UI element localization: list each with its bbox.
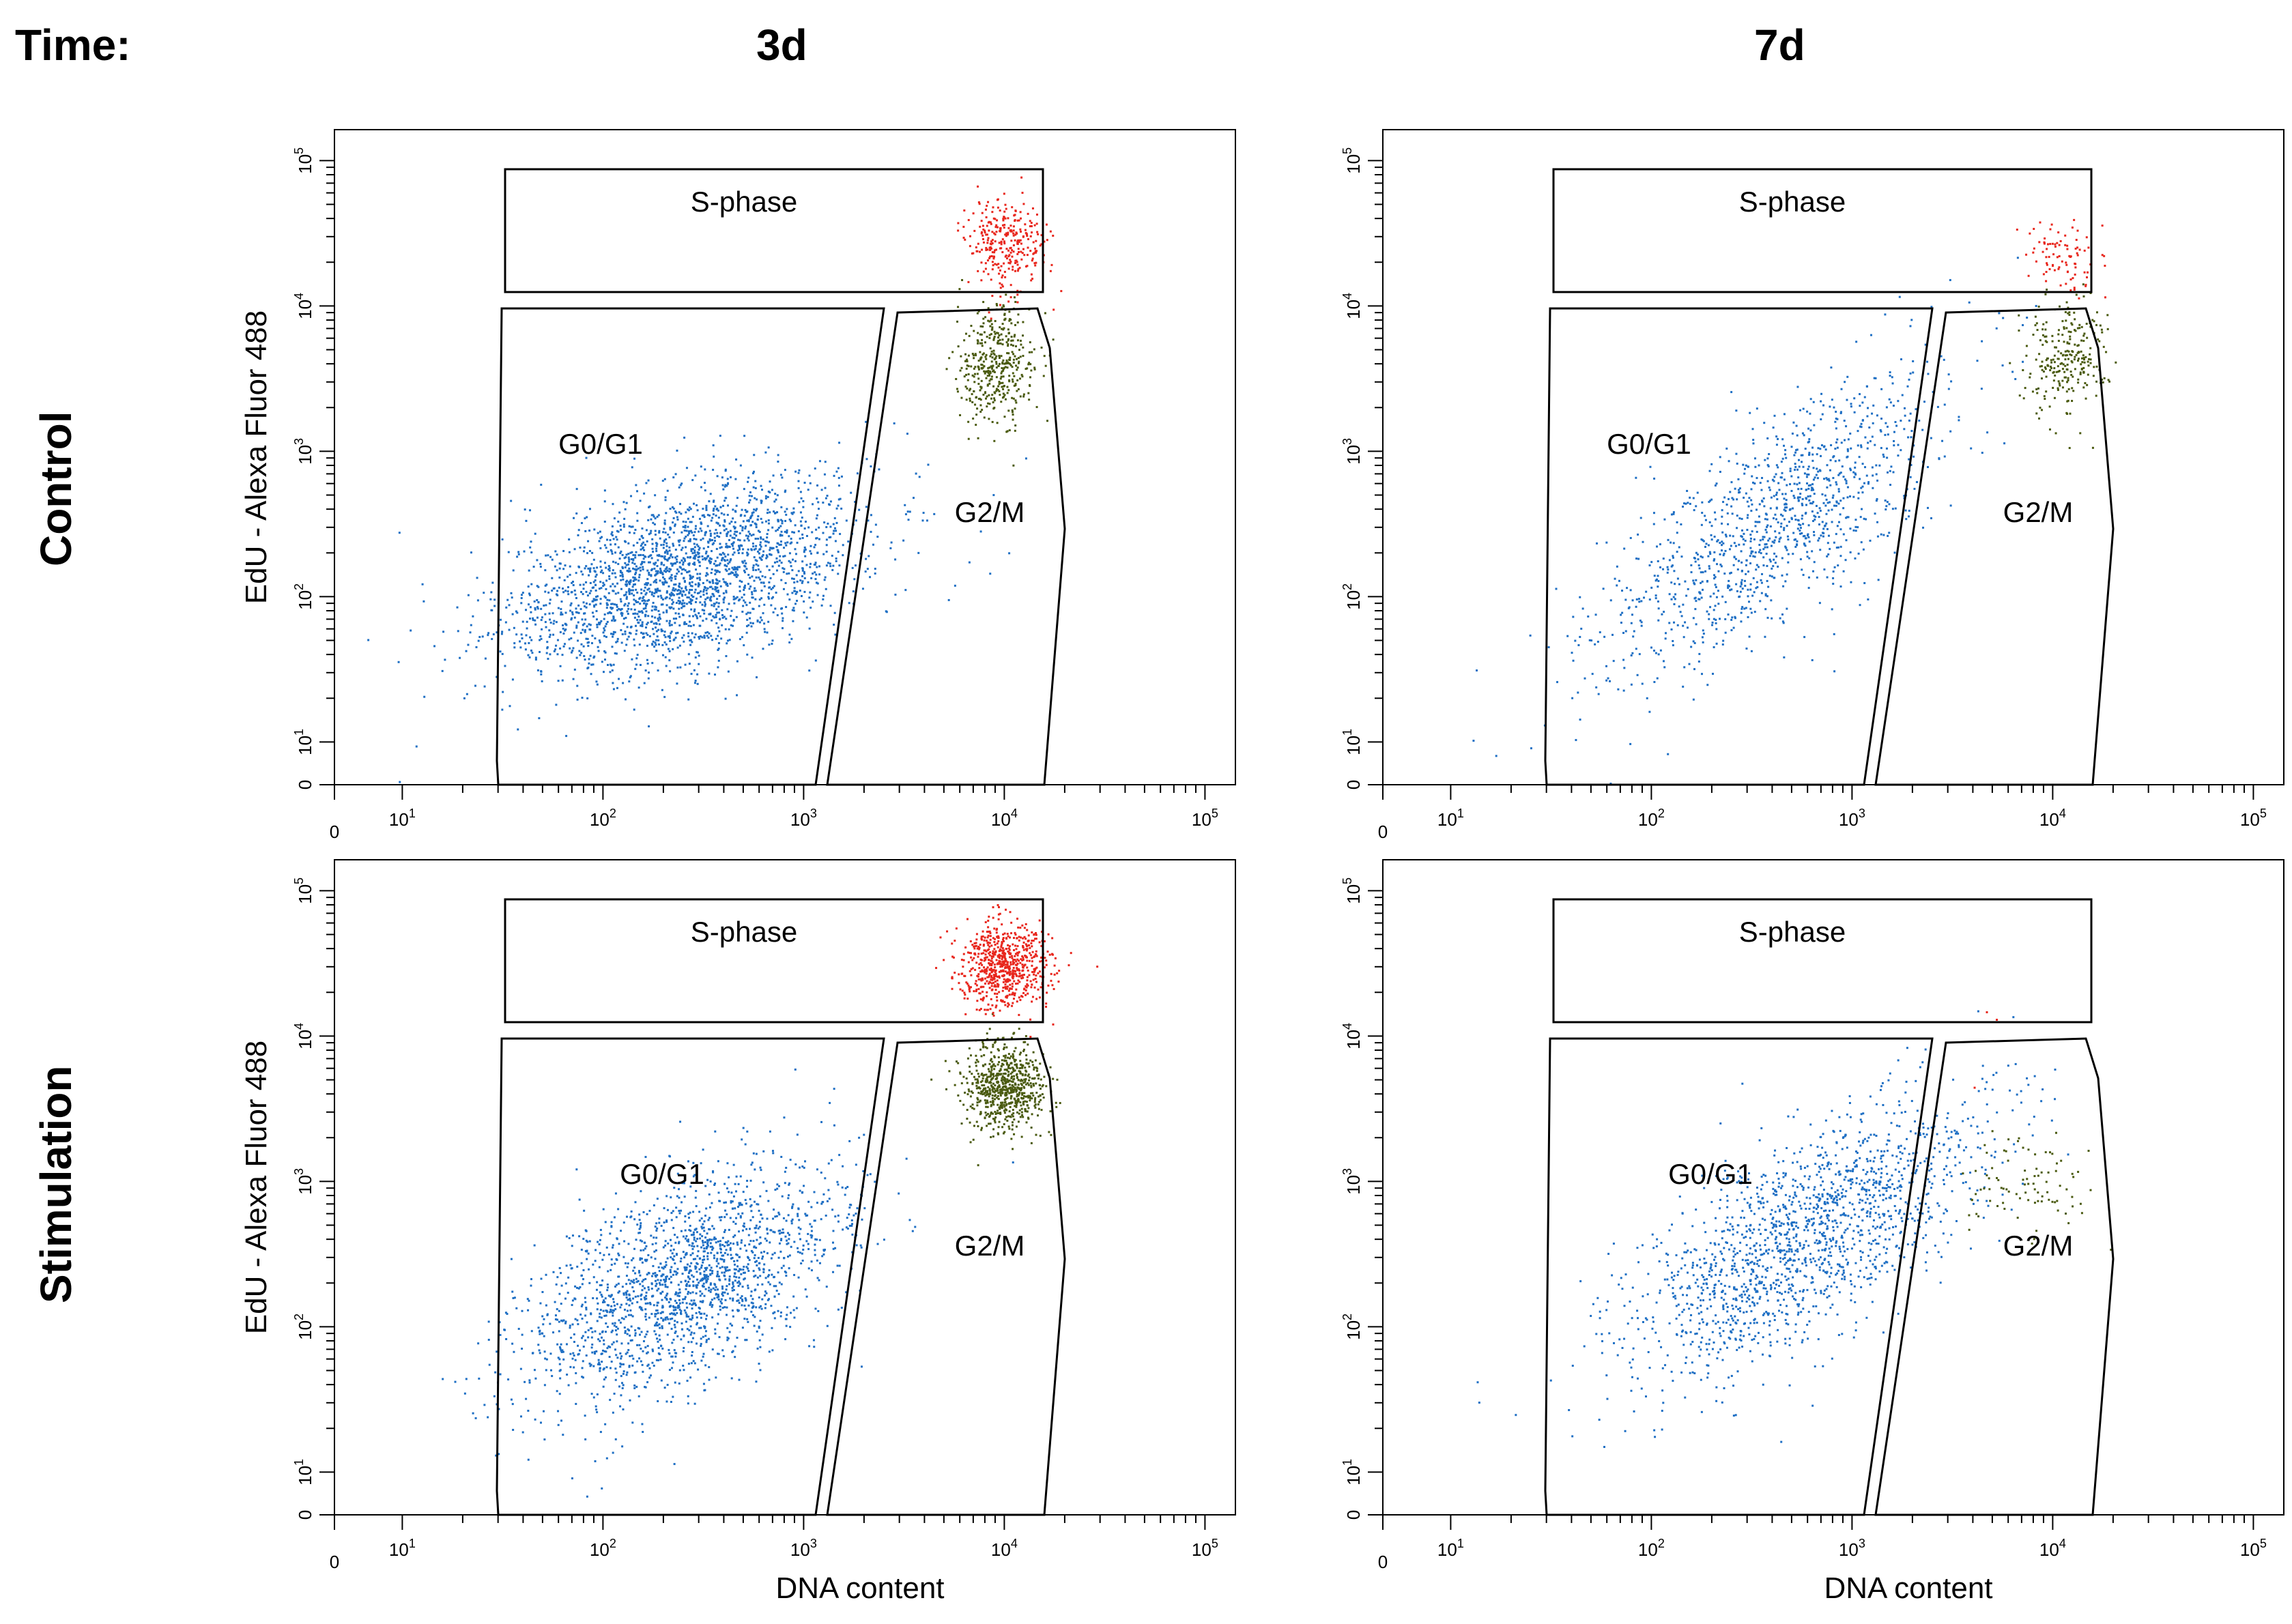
population-g0-g1 (1472, 257, 2037, 785)
gate-g2m (1876, 1039, 2113, 1515)
y-tick-label: 103 (292, 438, 315, 465)
y-axis (1368, 890, 1383, 1515)
plot-stimulation-7d: 0 101 102 103 104 105 0 101 102 103 104 105 DNA cont… (1048, 730, 2292, 1624)
gate-label-g2m: G2/M (2003, 496, 2074, 528)
y-tick-label: 103 (1341, 1168, 1364, 1195)
x-tick-label: 102 (1638, 1537, 1665, 1560)
gate-label-g2m: G2/M (2003, 1230, 2074, 1262)
x-tick-label: 104 (991, 1537, 1018, 1560)
y-tick-label: 105 (292, 147, 315, 174)
gate-label-g0g1: G0/G1 (558, 428, 643, 460)
gate-label-s-phase: S-phase (1739, 916, 1846, 948)
gate-label-s-phase: S-phase (691, 186, 797, 218)
y-tick-label: 104 (1341, 293, 1364, 319)
gate-label-g2m: G2/M (955, 496, 1025, 528)
x-tick-label: 103 (1839, 1537, 1865, 1560)
gate-label-s-phase: S-phase (1739, 186, 1846, 218)
x-tick-label: 104 (2039, 1537, 2066, 1560)
gate-g0g1 (1545, 308, 1932, 785)
x-tick-label: 101 (389, 1537, 416, 1560)
y-tick-label: 104 (1341, 1023, 1364, 1049)
population-g0-g1 (1476, 1011, 2069, 1448)
gate-label-g0g1: G0/G1 (1668, 1158, 1753, 1190)
gate-g2m (827, 1039, 1065, 1515)
y-tick-label: 105 (1341, 878, 1364, 904)
gate-label-g0g1: G0/G1 (1607, 428, 1691, 460)
y-axis-label: EdU - Alexa Fluor 488 (240, 1041, 273, 1334)
y-tick-label: 102 (292, 583, 315, 610)
y-axis-label: EdU - Alexa Fluor 488 (240, 310, 273, 604)
gate-label-s-phase: S-phase (691, 916, 797, 948)
gate-g2m (827, 308, 1065, 785)
x-tick-label: 0 (330, 1552, 339, 1572)
x-axis-label: DNA content (775, 1571, 944, 1605)
scatter-points (442, 904, 1098, 1498)
x-tick-label: 0 (1378, 1552, 1388, 1572)
y-tick-label: 103 (292, 1168, 315, 1195)
plot-frame (1383, 860, 2284, 1515)
y-tick-label: 104 (292, 293, 315, 319)
y-tick-label: 101 (1341, 1459, 1364, 1485)
y-axis (319, 890, 334, 1515)
population-g2-m (946, 279, 1055, 467)
x-tick-label: 101 (1437, 1537, 1464, 1560)
y-tick-label: 104 (292, 1023, 315, 1049)
y-tick-label: 101 (292, 1459, 315, 1485)
gate-g0g1 (497, 308, 884, 785)
y-axis (1368, 160, 1383, 785)
y-tick-label: 103 (1341, 438, 1364, 465)
x-axis (1383, 1515, 2253, 1530)
gates (497, 169, 1065, 785)
gates (497, 899, 1065, 1515)
y-tick-label: 0 (295, 1510, 315, 1520)
y-tick-label: 0 (1343, 1510, 1364, 1520)
population-g0-g1 (442, 1069, 1014, 1498)
gate-label-g0g1: G0/G1 (620, 1158, 704, 1190)
scatter-points (367, 177, 1062, 783)
x-axis-label: DNA content (1824, 1571, 1992, 1605)
y-tick-label: 105 (1341, 147, 1364, 174)
gate-g0g1 (497, 1039, 884, 1515)
population-g2-m (930, 1013, 1061, 1167)
x-tick-label: 105 (2240, 1537, 2267, 1560)
y-tick-label: 102 (1341, 583, 1364, 610)
x-tick-label: 102 (590, 1537, 616, 1560)
population-g0-g1 (367, 421, 1027, 783)
y-tick-label: 102 (1341, 1314, 1364, 1340)
gate-label-g2m: G2/M (955, 1230, 1025, 1262)
x-tick-label: 103 (790, 1537, 817, 1560)
gates (1545, 169, 2113, 785)
y-tick-label: 102 (292, 1314, 315, 1340)
population-s-phase (957, 177, 1062, 320)
y-tick-label: 105 (292, 878, 315, 904)
population-s-phase (2016, 219, 2106, 300)
y-axis (319, 160, 334, 785)
gates (1545, 899, 2113, 1515)
